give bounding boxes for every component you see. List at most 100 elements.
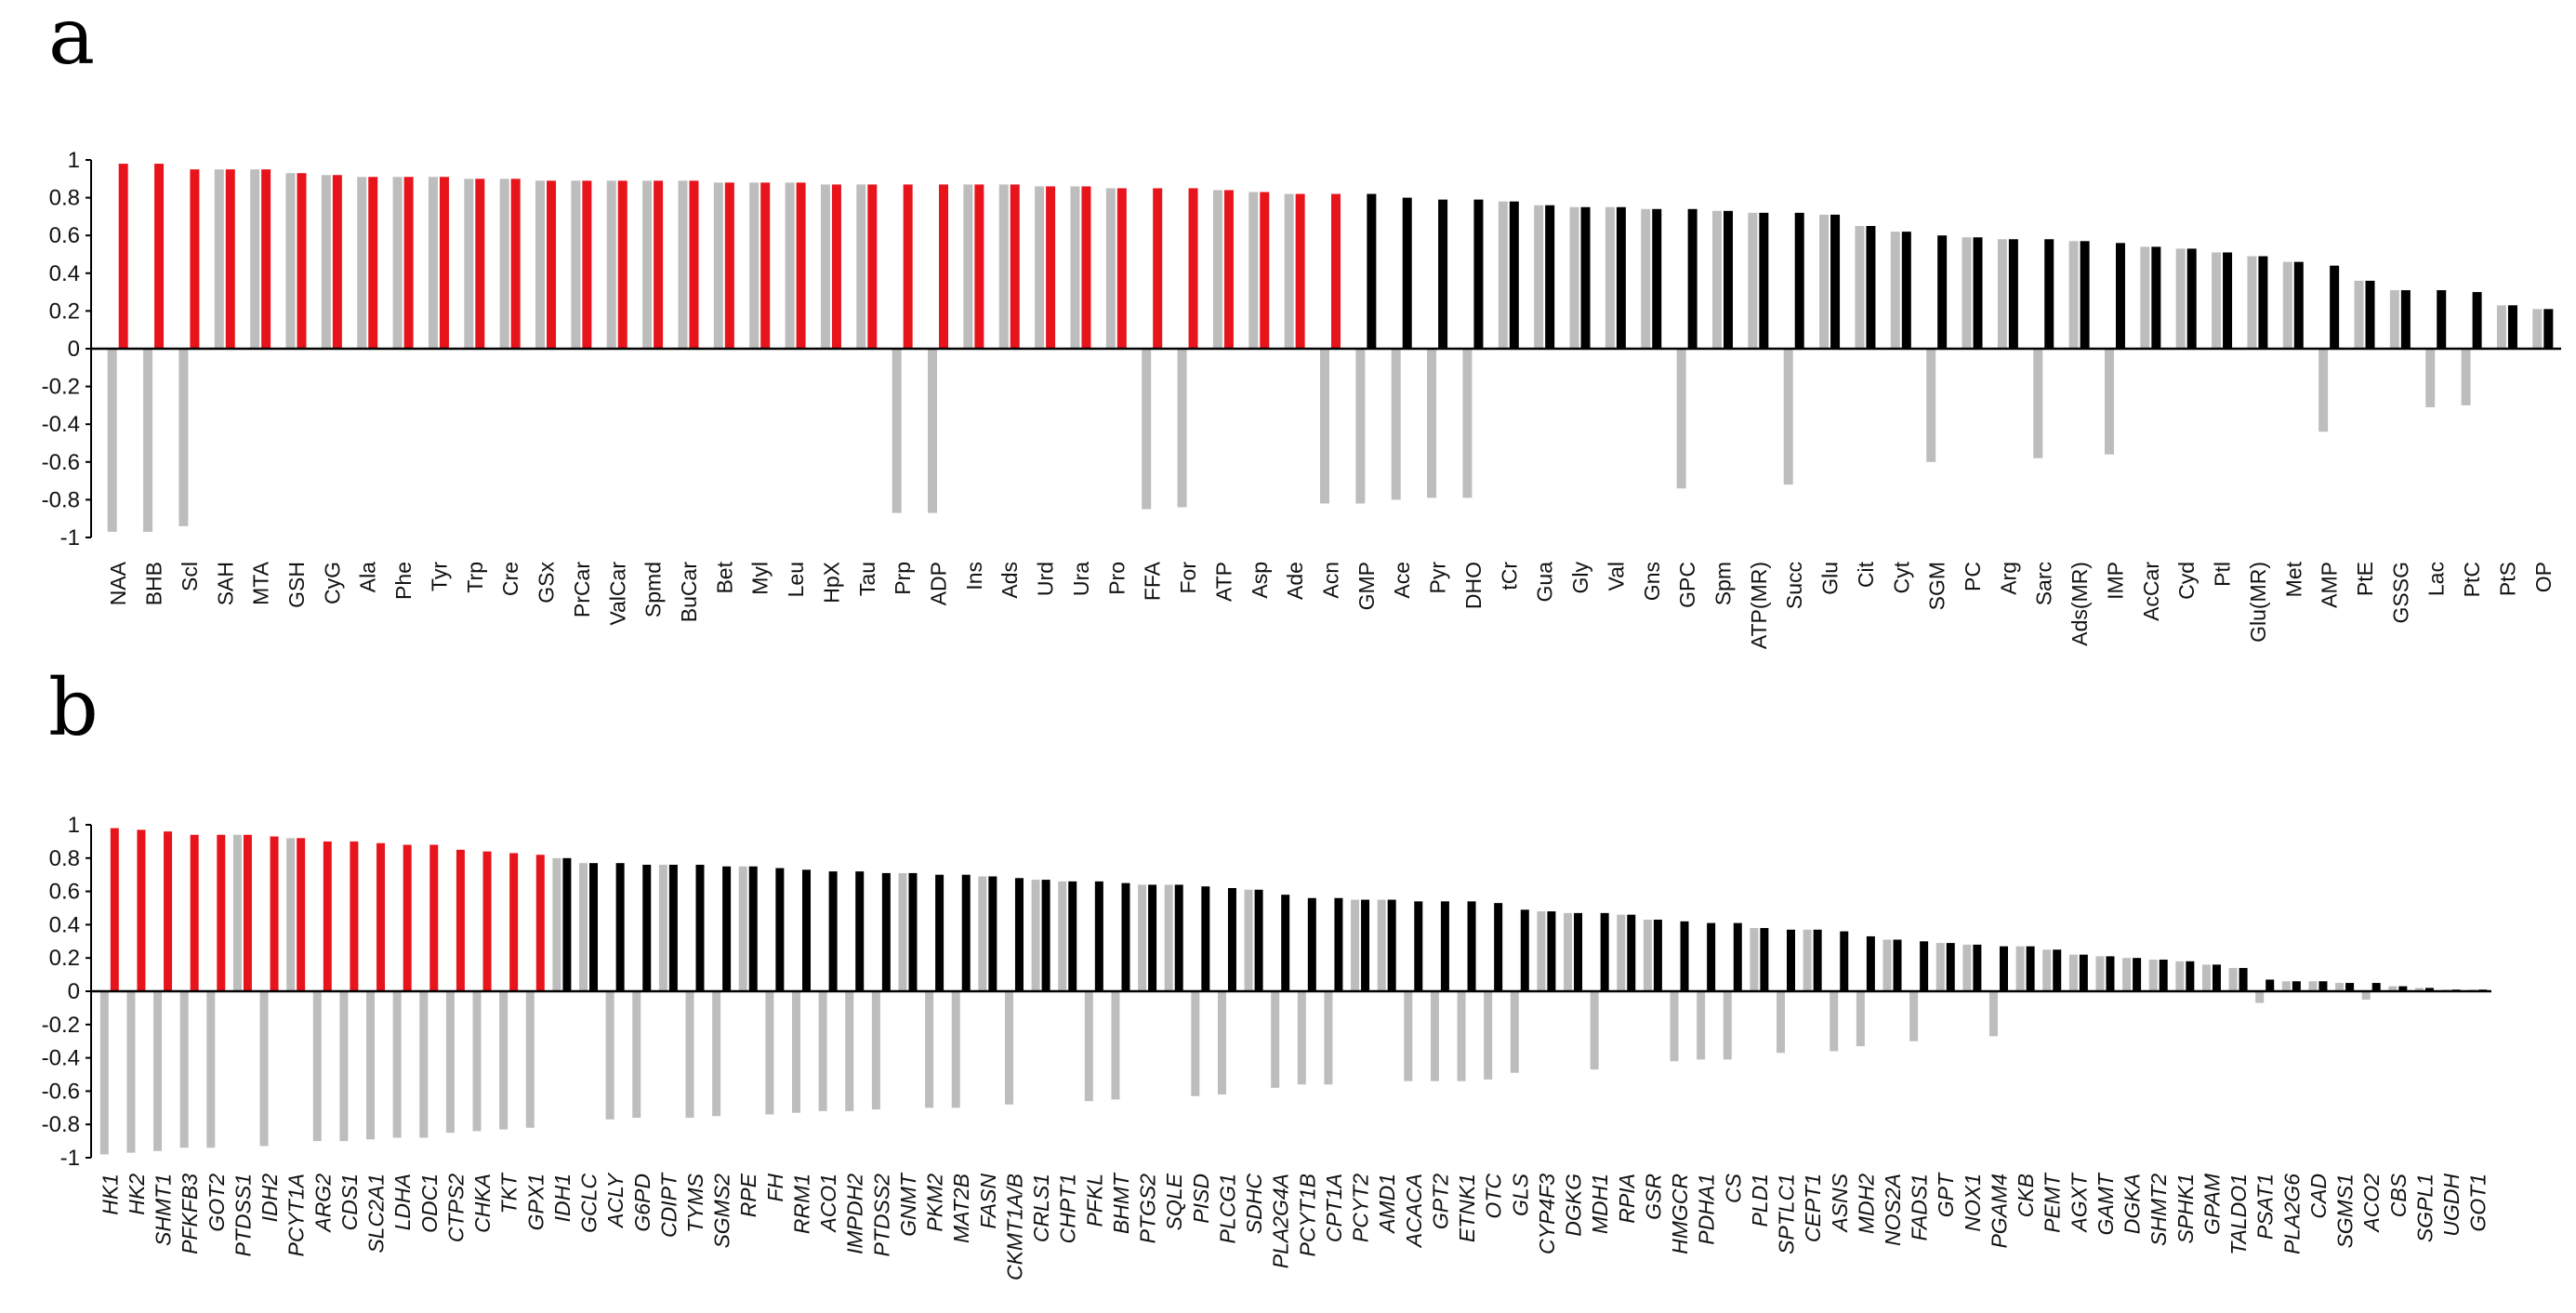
- bar-secondary-GAMT: [2095, 956, 2105, 991]
- category-label-a: SAH: [213, 562, 237, 605]
- category-label-b: PLCG1: [1215, 1174, 1239, 1243]
- bar-secondary-TALDO1: [2228, 967, 2238, 991]
- bar-secondary-SGPL1: [2414, 988, 2424, 991]
- bar-primary-Prp: [903, 184, 913, 349]
- bar-secondary-MTA: [250, 169, 260, 349]
- category-label-b: MDH2: [1854, 1174, 1878, 1234]
- bar-primary-Arg: [2008, 239, 2018, 349]
- bar-primary-Pyr: [1438, 199, 1448, 349]
- bar-secondary-ADP: [928, 349, 938, 513]
- bar-secondary-GPX1: [525, 991, 535, 1128]
- y-tick-label: 0: [68, 337, 80, 362]
- bar-secondary-SPHK1: [2175, 961, 2185, 991]
- bar-primary-ATP: [1223, 190, 1234, 349]
- category-label-b: RPE: [736, 1173, 760, 1217]
- category-label-b: PISD: [1189, 1174, 1213, 1224]
- category-label-b: CHKA: [470, 1174, 495, 1233]
- bar-primary-GSR: [1653, 920, 1662, 991]
- bar-primary-Tyr: [439, 177, 449, 349]
- bar-primary-PTDSS2: [881, 872, 891, 991]
- bar-secondary-BuCar: [678, 180, 688, 349]
- bar-primary-PCYT2: [1361, 899, 1370, 991]
- category-label-b: SPHK1: [2173, 1174, 2198, 1243]
- y-tick-label: -0.6: [42, 1079, 80, 1104]
- y-tick-label: 0.4: [49, 261, 80, 286]
- category-label-b: HMGCR: [1668, 1174, 1692, 1254]
- category-label-b: PTGS2: [1136, 1174, 1160, 1244]
- bar-secondary-Gua: [1534, 205, 1544, 349]
- bar-primary-Trp: [475, 179, 485, 349]
- bar-secondary-Asp: [1248, 192, 1259, 349]
- bar-secondary-PCYT2: [1351, 899, 1360, 991]
- bar-primary-CAD: [2318, 981, 2328, 991]
- category-label-a: Sarc: [2032, 562, 2056, 605]
- category-label-b: PEMT: [2041, 1172, 2065, 1233]
- bar-primary-FASN: [988, 876, 997, 991]
- bar-primary-PCYT1A: [297, 838, 306, 991]
- bar-primary-Ura: [1081, 186, 1091, 349]
- bar-secondary-Ins: [963, 184, 973, 349]
- bar-secondary-Cre: [499, 179, 509, 349]
- bar-primary-CTPS2: [456, 849, 465, 991]
- y-tick-label: -0.8: [42, 487, 80, 512]
- category-label-a: Bet: [712, 561, 736, 593]
- bar-primary-ASNS: [1840, 931, 1849, 991]
- category-label-a: PtS: [2495, 562, 2519, 596]
- bar-secondary-Tyr: [428, 177, 438, 349]
- category-label-a: For: [1176, 562, 1200, 594]
- category-label-b: CAD: [2306, 1174, 2331, 1219]
- bar-primary-HMGCR: [1680, 921, 1689, 991]
- bar-primary-Lac: [2437, 290, 2447, 349]
- bar-secondary-PTDSS2: [871, 991, 880, 1110]
- bar-primary-PFKL: [1094, 881, 1103, 991]
- bar-primary-Cyt: [1901, 232, 1911, 349]
- category-label-b: PCYT2: [1349, 1174, 1373, 1242]
- bar-secondary-PTGS2: [1138, 884, 1147, 991]
- bar-secondary-Acn: [1320, 349, 1329, 504]
- bar-primary-PTGS2: [1148, 884, 1157, 991]
- bar-secondary-Pro: [1105, 188, 1116, 349]
- bar-primary-PLCG1: [1227, 888, 1236, 991]
- bar-primary-NOS2A: [1893, 939, 1902, 991]
- bar-secondary-Cit: [1855, 226, 1865, 349]
- category-label-b: HK2: [125, 1174, 149, 1215]
- bar-secondary-Phe: [392, 177, 403, 349]
- category-label-b: TKT: [497, 1172, 522, 1214]
- bar-secondary-PLA2G4A: [1271, 991, 1280, 1088]
- category-label-a: Spmd: [641, 562, 666, 617]
- bar-primary-Ads(MR): [2080, 241, 2090, 349]
- category-label-b: GOT2: [205, 1174, 229, 1232]
- bar-primary-CDIPT: [668, 864, 678, 991]
- bar-primary-Urd: [1046, 186, 1056, 349]
- bar-primary-TKT: [509, 853, 519, 991]
- bar-primary-RPIA: [1627, 914, 1636, 991]
- y-tick-label: -0.4: [42, 1046, 80, 1071]
- category-label-b: ODC1: [417, 1174, 442, 1233]
- bar-secondary-ETNK1: [1457, 991, 1466, 1081]
- bar-secondary-Arg: [1997, 239, 2007, 349]
- bar-primary-DGKA: [2133, 958, 2142, 991]
- bar-secondary-CDIPT: [658, 864, 667, 991]
- category-label-a: Prp: [891, 562, 915, 595]
- bar-primary-SDHC: [1254, 889, 1263, 991]
- bar-secondary-PKM2: [925, 991, 934, 1108]
- category-label-b: SHMT1: [152, 1174, 176, 1246]
- bar-primary-Gua: [1545, 205, 1555, 349]
- category-label-a: OP: [2531, 562, 2556, 592]
- category-label-a: GPC: [1675, 562, 1699, 608]
- bar-primary-SQLE: [1174, 884, 1183, 991]
- bar-secondary-Myl: [749, 182, 760, 349]
- category-label-b: TALDO1: [2226, 1174, 2251, 1255]
- bar-secondary-OTC: [1484, 991, 1493, 1080]
- bar-primary-IDH1: [562, 857, 572, 991]
- category-label-b: CRLS1: [1029, 1174, 1053, 1242]
- bar-secondary-SAH: [214, 169, 224, 349]
- category-label-b: CDS1: [337, 1174, 362, 1230]
- category-label-b: PLA2G4A: [1269, 1174, 1293, 1268]
- bar-secondary-Sarc: [2033, 349, 2043, 458]
- category-label-b: HK1: [98, 1174, 122, 1215]
- category-label-b: ACO1: [816, 1174, 840, 1234]
- bar-primary-MDH1: [1600, 912, 1609, 991]
- category-label-b: SGMS2: [710, 1174, 734, 1249]
- bar-primary-GSH: [297, 173, 307, 349]
